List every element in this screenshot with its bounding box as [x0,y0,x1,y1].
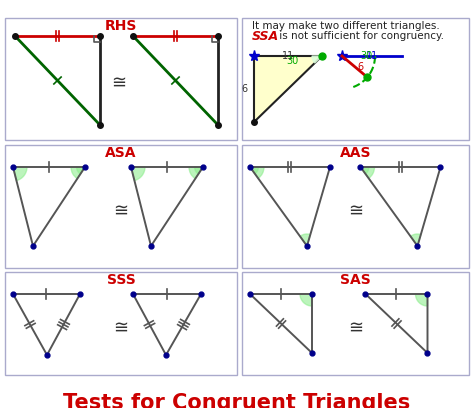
Text: ≅: ≅ [348,319,363,337]
Wedge shape [195,167,203,174]
Wedge shape [300,234,310,246]
FancyBboxPatch shape [242,18,469,140]
Text: It may make two different triangles.: It may make two different triangles. [252,21,440,31]
Wedge shape [250,167,264,178]
Polygon shape [254,56,322,122]
Wedge shape [13,167,27,181]
Text: 11: 11 [282,51,294,61]
Text: ≅: ≅ [111,75,127,93]
Text: is not sufficient for congruency.: is not sufficient for congruency. [276,31,444,41]
Text: 30: 30 [360,51,372,61]
Text: RHS: RHS [105,19,137,33]
Text: 6: 6 [358,62,364,72]
Wedge shape [189,167,203,179]
Text: ≅: ≅ [113,202,128,220]
Wedge shape [300,294,312,306]
Text: SAS: SAS [340,273,371,287]
Wedge shape [77,167,85,174]
FancyBboxPatch shape [242,145,469,268]
Wedge shape [361,167,369,174]
Wedge shape [416,294,428,306]
Text: ≅: ≅ [113,319,128,337]
Text: 30: 30 [286,56,298,66]
FancyBboxPatch shape [242,272,469,375]
Wedge shape [410,234,421,246]
Wedge shape [312,56,322,63]
Text: SSA: SSA [252,29,279,42]
Wedge shape [361,167,374,178]
Wedge shape [71,167,85,179]
Text: 11: 11 [366,51,378,61]
Wedge shape [131,167,145,181]
Text: ≅: ≅ [348,202,363,220]
Text: ASA: ASA [105,146,137,160]
Text: 6: 6 [242,84,248,94]
FancyBboxPatch shape [5,18,237,140]
Text: SSS: SSS [107,273,136,287]
Wedge shape [250,167,258,174]
Text: AAS: AAS [340,146,371,160]
FancyBboxPatch shape [5,145,237,268]
FancyBboxPatch shape [5,272,237,375]
Text: Tests for Congruent Triangles: Tests for Congruent Triangles [64,393,410,408]
